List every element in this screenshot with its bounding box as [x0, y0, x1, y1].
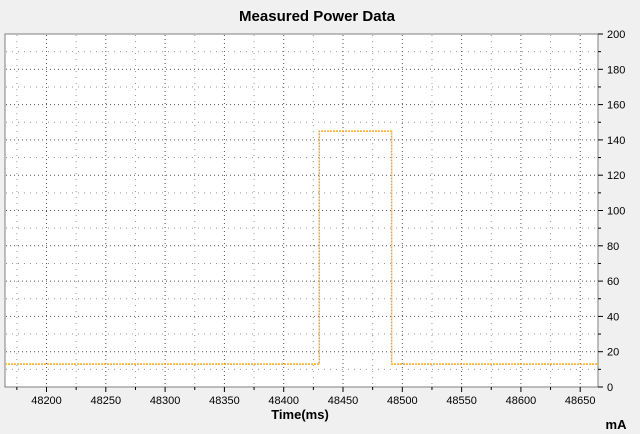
y-tick-label: 180	[607, 64, 625, 76]
y-tick-label: 20	[607, 347, 619, 359]
y-tick-label: 160	[607, 100, 625, 112]
x-tick-label: 48400	[268, 395, 299, 407]
x-tick-label: 48300	[150, 395, 181, 407]
x-tick-label: 48600	[506, 395, 537, 407]
y-tick-label: 0	[607, 382, 613, 394]
y-tick-label: 40	[607, 311, 619, 323]
y-tick-label: 120	[607, 170, 625, 182]
x-axis-label: Time(ms)	[271, 407, 329, 422]
x-tick-label: 48500	[387, 395, 418, 407]
axes: 0 20 40 60 80 100 120 140 160 180 200 48200 48250 483…	[16, 29, 625, 407]
grid	[6, 35, 597, 386]
series	[5, 130, 598, 365]
x-tick-label: 48250	[91, 395, 122, 407]
series-line-0	[5, 130, 598, 365]
y-tick-label: 100	[607, 206, 625, 218]
x-tick-label: 48200	[31, 395, 62, 407]
y-axis-label: mA	[606, 417, 628, 432]
x-tick-label: 48650	[565, 395, 596, 407]
chart-title: Measured Power Data	[239, 8, 396, 25]
y-tick-label: 80	[607, 241, 619, 253]
x-tick-label: 48350	[209, 395, 240, 407]
x-tick-label: 48450	[328, 395, 359, 407]
y-tick-label: 60	[607, 276, 619, 288]
y-tick-label: 140	[607, 135, 625, 147]
plot-area	[4, 33, 599, 388]
y-tick-label: 200	[607, 29, 625, 41]
x-tick-label: 48550	[446, 395, 477, 407]
